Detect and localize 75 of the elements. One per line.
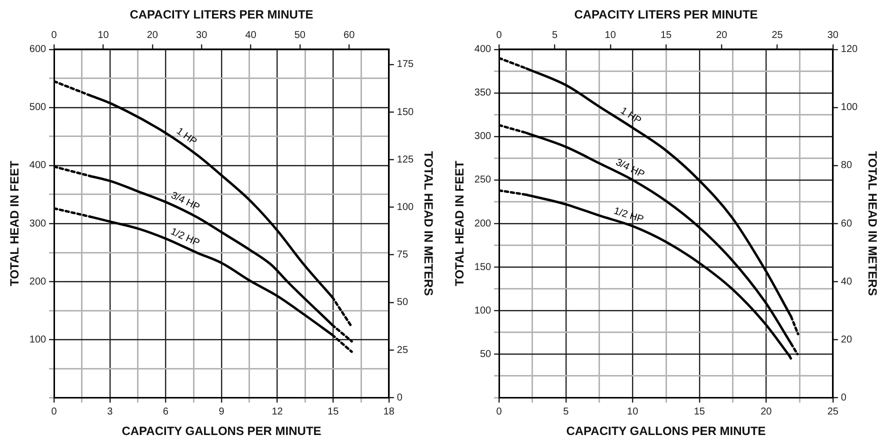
y2-tick-label: 120 (840, 44, 858, 56)
y2-tick-label: 100 (396, 202, 414, 213)
x-tick-label: 15 (694, 406, 706, 418)
y-axis-title: TOTAL HEAD IN FEET (452, 160, 467, 286)
x2-axis-title: CAPACITY LITERS PER MINUTE (130, 8, 314, 22)
text: 3/4 HP (614, 157, 646, 181)
y-tick-label: 500 (29, 102, 47, 114)
line-series (88, 174, 334, 326)
x-tick-label: 25 (827, 406, 839, 418)
y2-tick-label: 80 (840, 160, 852, 172)
y2-tick-label: 0 (396, 392, 403, 404)
y2-tick-label: 125 (396, 154, 414, 166)
y2-tick-label: 50 (396, 297, 408, 308)
y-tick-label: 100 (474, 305, 492, 316)
x2-tick-label: 20 (146, 30, 158, 42)
x-axis-title: CAPACITY GALLONS PER MINUTE (566, 424, 766, 438)
line-series (88, 94, 334, 298)
x-axis-title: CAPACITY GALLONS PER MINUTE (122, 424, 322, 438)
x2-tick-label: 10 (604, 30, 616, 42)
x-tick-label: 15 (328, 406, 340, 418)
text: 1 HP (174, 126, 199, 148)
y2-axis-title: TOTAL HEAD IN METERS (865, 151, 880, 296)
y2-axis-title: TOTAL HEAD IN METERS (421, 151, 436, 296)
y2-tick-label: 175 (396, 59, 414, 70)
y-axis-title: TOTAL HEAD IN FEET (8, 160, 22, 286)
x2-axis-title: CAPACITY LITERS PER MINUTE (574, 8, 758, 22)
x2-tick-label: 0 (496, 30, 502, 42)
x2-tick-label: 30 (827, 30, 839, 42)
y-tick-label: 600 (29, 44, 47, 56)
x-tick-label: 0 (51, 406, 58, 418)
text: 1/2 HP (612, 206, 646, 226)
y-tick-label: 50 (480, 348, 492, 360)
y2-tick-label: 20 (840, 334, 852, 346)
x-tick-label: 9 (218, 406, 225, 418)
y2-tick-label: 40 (840, 276, 852, 288)
x2-tick-label: 30 (196, 30, 208, 42)
x-tick-label: 0 (496, 406, 502, 418)
y-tick-label: 250 (474, 174, 492, 186)
y-tick-label: 300 (29, 218, 47, 230)
y2-tick-label: 75 (396, 250, 408, 261)
line-series (525, 67, 792, 318)
y-tick-label: 150 (474, 262, 492, 273)
x-tick-label: 18 (383, 406, 395, 418)
x-tick-label: 6 (162, 406, 169, 418)
x2-tick-label: 40 (245, 30, 257, 42)
x2-tick-label: 0 (51, 30, 58, 42)
x-tick-label: 20 (760, 406, 772, 418)
y-tick-label: 400 (29, 160, 47, 172)
x-tick-label: 5 (563, 406, 570, 418)
line-series (525, 132, 792, 345)
x2-tick-label: 60 (344, 30, 356, 42)
line-series (88, 215, 334, 336)
y-tick-label: 350 (474, 88, 492, 99)
text: 1 HP (618, 106, 644, 127)
y2-tick-label: 0 (840, 392, 847, 404)
y-tick-label: 300 (474, 131, 492, 142)
y2-tick-label: 25 (396, 344, 408, 356)
y-tick-label: 100 (29, 334, 47, 346)
y-tick-label: 200 (29, 276, 47, 288)
x-tick-label: 12 (272, 406, 284, 418)
text: 3/4 HP (168, 190, 202, 214)
y2-tick-label: 100 (840, 102, 858, 114)
y-tick-label: 400 (474, 44, 492, 56)
y-tick-label: 200 (474, 218, 492, 230)
x2-tick-label: 25 (772, 30, 784, 42)
y2-tick-label: 150 (396, 106, 414, 118)
x-tick-label: 3 (107, 406, 114, 418)
x-tick-label: 10 (627, 406, 639, 418)
x2-tick-label: 50 (294, 30, 306, 42)
y2-tick-label: 60 (840, 218, 852, 230)
text: 1/2 HP (168, 226, 202, 250)
x2-tick-label: 15 (660, 30, 672, 42)
x2-tick-label: 20 (716, 30, 728, 42)
x2-tick-label: 5 (552, 30, 558, 42)
x2-tick-label: 10 (98, 30, 110, 42)
